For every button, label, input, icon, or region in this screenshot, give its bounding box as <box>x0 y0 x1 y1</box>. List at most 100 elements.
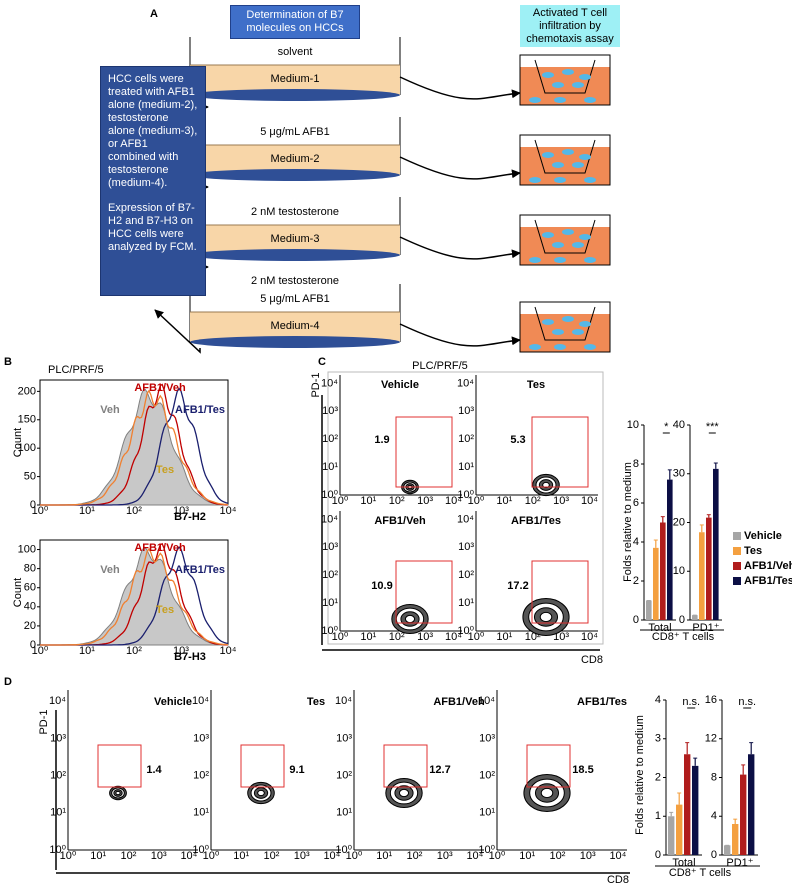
bar <box>706 517 712 620</box>
gate <box>395 560 453 624</box>
y-tick-label: 10³ <box>458 405 474 417</box>
contour <box>115 790 121 796</box>
y-tick-label: 10² <box>479 769 495 781</box>
panel-label: B <box>4 356 12 368</box>
x-tick-label: 10³ <box>173 645 189 657</box>
y-tick-label: 10² <box>322 569 338 581</box>
axis-label: PD-1 <box>310 372 322 397</box>
cylinder-bottom <box>190 89 400 101</box>
curve-label: Veh <box>100 404 120 416</box>
y-tick-label: 50 <box>24 470 36 482</box>
x-tick-label: 10⁰ <box>332 631 349 643</box>
gate <box>531 560 589 624</box>
x-tick-label: PD1⁺ <box>692 622 719 634</box>
panel-label: C <box>318 356 326 368</box>
x-tick-label: 10³ <box>151 850 167 862</box>
cell <box>562 316 574 322</box>
significance: n.s. <box>738 696 756 708</box>
x-tick-label: 10⁰ <box>489 850 506 862</box>
x-tick-label: 10⁰ <box>60 850 77 862</box>
x-tick-label: 10⁰ <box>203 850 220 862</box>
cell <box>529 344 541 350</box>
x-tick-label: 10¹ <box>233 850 249 862</box>
gate <box>395 416 453 488</box>
contour <box>542 481 550 489</box>
medium-label: Medium-1 <box>271 73 320 85</box>
y-tick-label: 10⁴ <box>457 377 474 389</box>
cell <box>552 162 564 168</box>
cell <box>529 97 541 103</box>
x-tick-label: 10¹ <box>360 631 376 643</box>
contour <box>404 614 416 624</box>
bar <box>684 754 691 855</box>
cell <box>562 229 574 235</box>
bar <box>667 479 673 620</box>
axis-label: B7-H2 <box>174 511 206 523</box>
y-tick-label: 10⁴ <box>335 695 352 707</box>
cell <box>554 344 566 350</box>
y-tick-label: 10⁴ <box>457 513 474 525</box>
cell <box>552 242 564 248</box>
y-tick-label: 10² <box>458 569 474 581</box>
cell <box>552 82 564 88</box>
y-tick-label: 4 <box>655 694 661 706</box>
y-tick-label: 10⁰ <box>321 489 338 501</box>
treatment-label: 2 nM testosterone <box>251 275 339 287</box>
y-tick-label: 10³ <box>479 732 495 744</box>
x-tick-label: 10³ <box>417 631 433 643</box>
y-tick-label: 0 <box>679 614 685 626</box>
y-tick-label: 10³ <box>50 732 66 744</box>
cell <box>584 177 596 183</box>
arrow <box>399 323 521 347</box>
description-box: HCC cells were treated with AFB1 alone (… <box>100 66 206 296</box>
legend-swatch <box>733 532 741 540</box>
x-tick-label: 10¹ <box>376 850 392 862</box>
y-tick-label: 200 <box>18 385 36 397</box>
axis-label: CD8 <box>607 874 629 886</box>
axis-label: B7-H3 <box>174 651 206 663</box>
cell <box>579 154 591 160</box>
axis-label: Folds relative to medium <box>634 715 646 835</box>
cell <box>529 257 541 263</box>
gate-percent: 5.3 <box>510 434 525 446</box>
x-tick-label: 10⁴ <box>581 495 598 507</box>
cell <box>554 97 566 103</box>
curve-label: Veh <box>100 564 120 576</box>
x-tick-label: 10⁴ <box>220 645 237 657</box>
y-tick-label: 0 <box>655 849 661 861</box>
plot-title: AFB1/Tes <box>577 696 627 708</box>
x-tick-label: 10³ <box>173 505 189 517</box>
x-tick-label: 10³ <box>553 495 569 507</box>
y-tick-label: 100 <box>18 543 36 555</box>
transwell <box>519 301 611 353</box>
x-tick-label: 10⁴ <box>445 495 462 507</box>
x-tick-label: 10¹ <box>360 495 376 507</box>
cell <box>572 82 584 88</box>
significance: * <box>664 421 669 433</box>
medium-label: Medium-2 <box>271 153 320 165</box>
cell <box>542 72 554 78</box>
arrow <box>399 76 521 100</box>
y-tick-label: 10⁰ <box>335 844 352 856</box>
y-tick-label: 10³ <box>193 732 209 744</box>
y-tick-label: 10⁰ <box>457 489 474 501</box>
arrow <box>399 236 521 260</box>
cell <box>579 234 591 240</box>
axis-label: Folds relative to medium <box>622 462 634 582</box>
curve-label: AFB1/Veh <box>134 382 186 394</box>
cell <box>572 242 584 248</box>
legend-swatch <box>733 562 741 570</box>
bar <box>713 468 719 620</box>
curve-label: Tes <box>156 604 174 616</box>
y-tick-label: 10¹ <box>322 461 338 473</box>
x-tick-label: 10⁰ <box>332 495 349 507</box>
plot-title: Tes <box>527 379 545 391</box>
y-tick-label: 8 <box>633 458 639 470</box>
axis-label: Count <box>12 578 24 607</box>
x-tick-label: 10⁴ <box>445 631 462 643</box>
cell <box>554 257 566 263</box>
x-tick-label: Total <box>648 622 671 634</box>
y-tick-label: 10 <box>627 419 639 431</box>
y-tick-label: 40 <box>24 601 36 613</box>
legend-label: Tes <box>744 545 762 557</box>
